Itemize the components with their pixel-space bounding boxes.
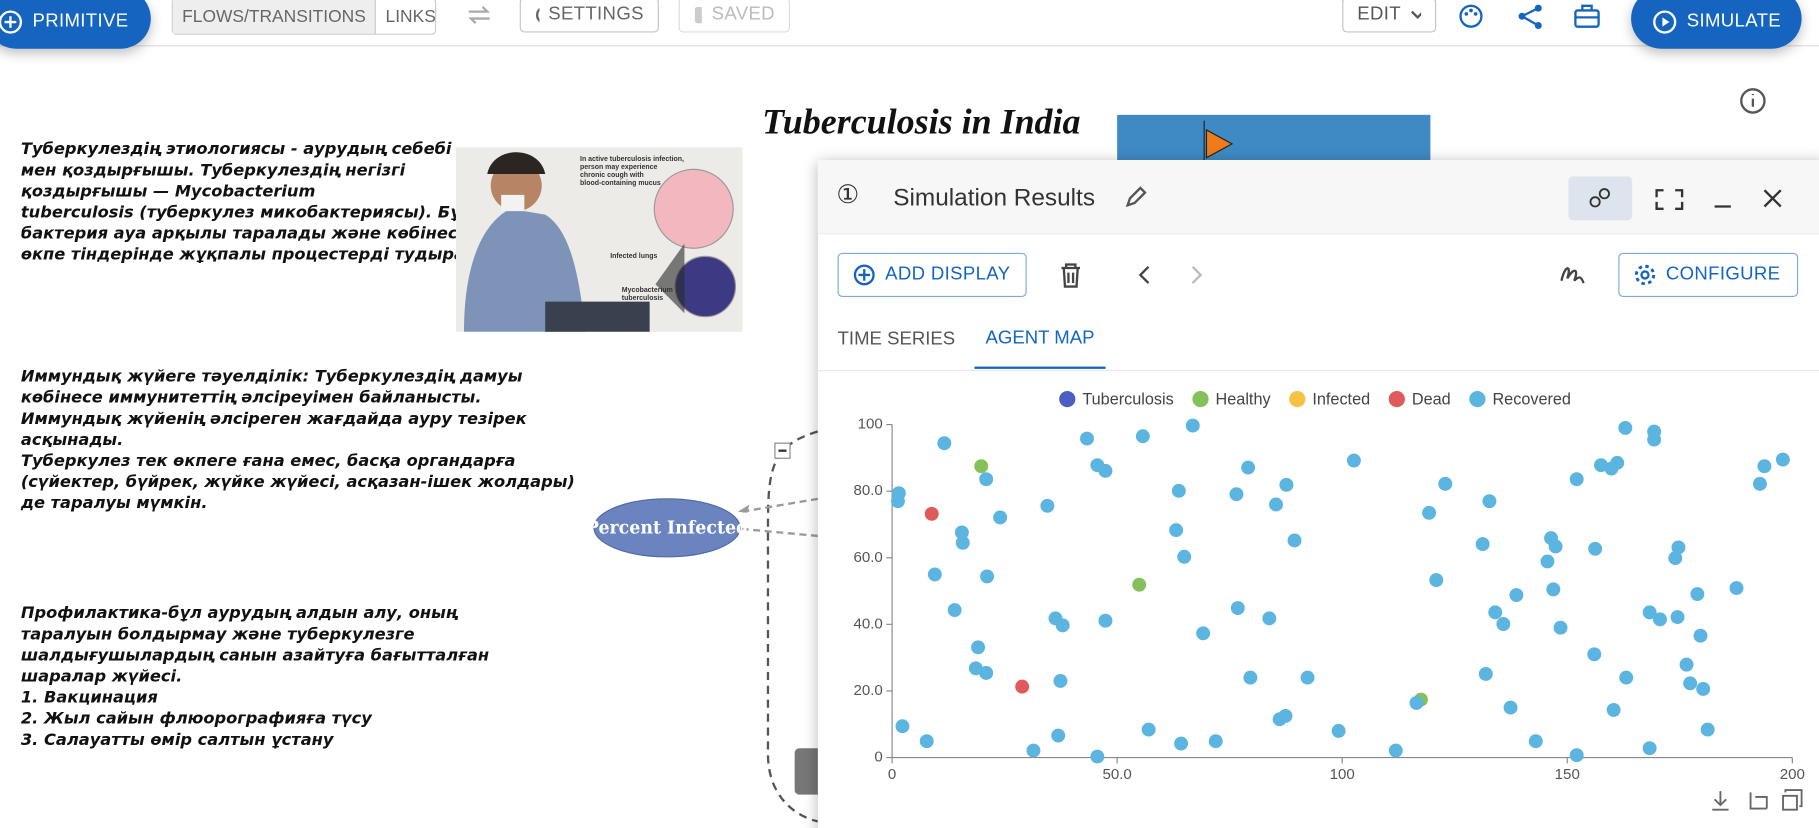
note-line: шалдығушылардың санын азайтуға бағытталғ… [21, 645, 489, 664]
note-line: 2. Жыл сайын флюорографияға түсу [21, 709, 373, 728]
note-line: Иммундық жүйеге тәуелділік: Туберкулезді… [21, 367, 523, 386]
signature-icon[interactable] [1558, 260, 1588, 290]
edit-label: EDIT [1357, 4, 1401, 25]
simulate-button[interactable]: SIMULATE [1631, 0, 1802, 49]
links [742, 497, 819, 538]
saved-label: SAVED [711, 4, 775, 25]
image-label: Infected lungs [610, 253, 657, 260]
toolbar: PRIMITIVE FLOWS/TRANSITIONS LINKS SETTIN… [0, 0, 1819, 49]
image-label: blood-containing mucus [580, 180, 661, 187]
note-line: Иммундық жүйенің әлсіреген жағдайда ауру… [21, 409, 528, 428]
image-label: In active tuberculosis infection, [580, 156, 684, 163]
swap-icon[interactable] [464, 2, 494, 28]
note-line: (сүйектер, бүйрек, жүйке жүйесі, асқазан… [21, 472, 575, 491]
tab-divider [817, 370, 1819, 372]
info-icon[interactable] [1740, 88, 1766, 114]
primitive-label: PRIMITIVE [32, 11, 129, 32]
edit-title-icon[interactable] [1124, 186, 1147, 209]
image-label: person may experience [580, 164, 657, 171]
display-nav-icons[interactable] [1056, 260, 1218, 290]
note-line: асқынады. [21, 430, 123, 449]
flows-tab[interactable]: FLOWS/TRANSITIONS [172, 0, 377, 34]
canvas-widget [794, 748, 824, 795]
results-panel: ① Simulation Results ADD DISPLAY CONFIGU… [817, 160, 1819, 828]
note-line: шаралар жүйесі. [21, 667, 182, 686]
settings-button[interactable]: SETTINGS [519, 0, 659, 33]
tab[interactable]: TIME SERIES [837, 329, 956, 350]
note-line: Профилактика-бұл аурудың алдын алу, оның [21, 603, 459, 622]
canvas-title: Tuberculosis in India [762, 102, 1080, 142]
note-line: tuberculosis (туберкулез микобактериясы)… [21, 202, 473, 221]
image-label: chronic cough with [580, 172, 644, 179]
note-line: өкпе тіндерінде жұқпалы процестерді туды… [21, 245, 499, 264]
chart-tools[interactable] [1709, 787, 1813, 815]
node-label: Percent Infected [586, 518, 748, 538]
add-icon [853, 264, 875, 286]
settings-label: SETTINGS [548, 4, 644, 25]
flag [1203, 120, 1234, 161]
panel-number: ① [836, 179, 860, 209]
chart-mode-button[interactable] [1568, 176, 1633, 221]
note-line: Туберкулездің этиологиясы - аурудың себе… [21, 139, 452, 158]
node[interactable] [593, 498, 741, 558]
gear-icon [1634, 264, 1656, 286]
note-line: Туберкулез тек өкпеге ғана емес, басқа о… [21, 451, 516, 470]
mode-group: FLOWS/TRANSITIONS LINKS [171, 0, 437, 35]
chevron-icon [1410, 10, 1422, 20]
note-line: бактерия ауа арқылы таралады және көбіне… [21, 224, 469, 243]
tb-image: In active tuberculosis infection,person … [455, 147, 743, 332]
simulate-label: SIMULATE [1686, 11, 1781, 32]
toolbar-icons[interactable] [1457, 2, 1608, 32]
panel-header: ① Simulation Results [817, 160, 1819, 235]
note-line: қоздырғышы — Mycobacterium [21, 181, 316, 200]
image-label: tuberculosis [622, 295, 663, 302]
note-line: көбінесе иммунитеттің әлсіреуімен байлан… [21, 388, 482, 407]
play-icon [1653, 10, 1677, 34]
note-line: таралуын болдырмау және туберкулезге [21, 624, 415, 643]
notes: Туберкулездің этиологиясы - аурудың себе… [20, 139, 575, 749]
primitive-button[interactable]: PRIMITIVE [0, 0, 151, 49]
add-display-label: ADD DISPLAY [885, 264, 1011, 285]
tab-active[interactable]: AGENT MAP [974, 311, 1106, 369]
configure-label: CONFIGURE [1665, 264, 1781, 285]
note-line: 3. Салауатты өмір салтын ұстану [21, 730, 335, 749]
configure-button[interactable]: CONFIGURE [1618, 252, 1799, 297]
edit-button[interactable]: EDIT [1342, 0, 1437, 33]
window-icons[interactable] [1584, 183, 1793, 213]
plus-icon [0, 10, 23, 34]
image-label: Mycobacterium [622, 287, 673, 294]
save-icon [694, 6, 703, 24]
saved-button: SAVED [678, 0, 791, 33]
note-line: де таралуы мүмкін. [20, 493, 208, 512]
panel-title: Simulation Results [893, 184, 1096, 212]
clock-icon [535, 8, 539, 22]
note-line: мен қоздырғышы. Туберкулездің негізгі [21, 160, 406, 179]
add-display-button[interactable]: ADD DISPLAY [837, 252, 1027, 297]
note-line: 1. Вакцинация [21, 688, 158, 707]
arrowhead [737, 504, 750, 513]
links-tab[interactable]: LINKS [385, 6, 436, 27]
